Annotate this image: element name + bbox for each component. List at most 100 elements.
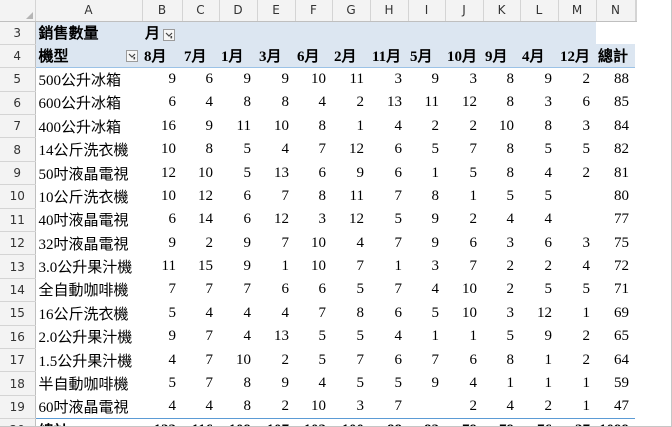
data-cell[interactable]: 8 xyxy=(243,375,252,392)
model-label[interactable]: 全自動咖啡機 xyxy=(38,283,129,300)
grand-total-cell[interactable]: 100 xyxy=(332,418,370,426)
column-header-b[interactable]: B xyxy=(142,0,183,22)
data-cell[interactable]: 8 xyxy=(506,71,515,88)
row-filter-dropdown-icon[interactable] xyxy=(126,49,138,62)
column-header-a[interactable]: A xyxy=(35,0,143,22)
data-cell[interactable]: 4 xyxy=(205,304,214,321)
data-cell[interactable]: 13 xyxy=(387,94,402,111)
data-cell[interactable]: 1 xyxy=(582,398,591,415)
row-header[interactable]: 12 xyxy=(0,231,36,256)
data-cell[interactable]: 5 xyxy=(506,187,515,204)
data-cell[interactable]: 6 xyxy=(469,351,478,368)
data-cell[interactable]: 5 xyxy=(318,351,327,368)
data-cell[interactable]: 4 xyxy=(544,211,553,228)
data-cell[interactable]: 5 xyxy=(544,281,553,298)
data-cell[interactable]: 9 xyxy=(243,234,252,251)
data-cell[interactable]: 4 xyxy=(394,117,403,134)
data-cell[interactable]: 6 xyxy=(582,94,591,111)
data-cell[interactable]: 6 xyxy=(168,211,177,228)
data-cell[interactable]: 8 xyxy=(243,94,252,111)
column-header-i[interactable]: I xyxy=(408,0,446,22)
data-cell[interactable]: 4 xyxy=(168,351,177,368)
data-cell[interactable]: 1 xyxy=(281,258,290,275)
data-cell[interactable]: 3 xyxy=(356,398,365,415)
column-filter-dropdown-icon[interactable] xyxy=(163,29,176,41)
data-cell[interactable]: 8 xyxy=(243,398,252,415)
data-cell[interactable]: 5 xyxy=(243,164,252,181)
data-cell[interactable]: 3 xyxy=(318,211,327,228)
grand-total-cell[interactable]: 103 xyxy=(295,418,332,426)
data-cell[interactable]: 7 xyxy=(168,281,177,298)
data-cell[interactable]: 2 xyxy=(431,117,440,134)
data-cell[interactable]: 11 xyxy=(424,94,439,111)
grand-total-cell[interactable]: 123 xyxy=(142,418,182,426)
data-cell[interactable]: 7 xyxy=(394,398,403,415)
row-total-cell[interactable]: 69 xyxy=(614,304,630,321)
data-cell[interactable]: 5 xyxy=(431,304,440,321)
data-cell[interactable]: 2 xyxy=(582,351,591,368)
data-cell[interactable]: 5 xyxy=(394,211,403,228)
data-cell[interactable]: 5 xyxy=(582,281,591,298)
data-cell[interactable]: 4 xyxy=(243,328,252,345)
data-cell[interactable]: 6 xyxy=(318,164,327,181)
column-header-e[interactable]: E xyxy=(257,0,296,22)
row-total-cell[interactable]: 65 xyxy=(614,328,630,345)
row-header[interactable]: 8 xyxy=(0,137,36,162)
grand-total-cell[interactable]: 107 xyxy=(257,418,295,426)
row-header[interactable]: 4 xyxy=(0,44,36,69)
row-header[interactable]: 11 xyxy=(0,208,36,233)
data-cell[interactable]: 3 xyxy=(394,71,403,88)
data-cell[interactable]: 10 xyxy=(311,258,326,275)
data-cell[interactable]: 9 xyxy=(356,164,365,181)
data-cell[interactable]: 1 xyxy=(544,375,553,392)
data-cell[interactable]: 11 xyxy=(161,258,176,275)
data-cell[interactable]: 7 xyxy=(205,375,214,392)
data-cell[interactable]: 2 xyxy=(469,117,478,134)
model-label[interactable]: 600公升冰箱 xyxy=(38,96,122,113)
data-cell[interactable]: 1 xyxy=(356,117,365,134)
data-cell[interactable]: 5 xyxy=(582,141,591,158)
row-header[interactable]: 9 xyxy=(0,161,36,186)
model-label[interactable]: 40吋液晶電視 xyxy=(38,213,129,230)
data-cell[interactable]: 3 xyxy=(582,234,591,251)
data-cell[interactable]: 12 xyxy=(274,211,289,228)
data-cell[interactable]: 8 xyxy=(506,164,515,181)
data-cell[interactable]: 1 xyxy=(469,328,478,345)
grand-total-cell[interactable]: 37 xyxy=(558,418,597,426)
column-header-d[interactable]: D xyxy=(219,0,258,22)
data-cell[interactable]: 2 xyxy=(544,258,553,275)
data-cell[interactable]: 12 xyxy=(462,94,478,111)
row-total-cell[interactable]: 80 xyxy=(614,187,630,204)
data-cell[interactable]: 4 xyxy=(281,304,290,321)
grand-total-label[interactable]: 總計 xyxy=(35,418,142,426)
data-cell[interactable]: 8 xyxy=(318,187,327,204)
data-cell[interactable]: 5 xyxy=(544,141,553,158)
row-header[interactable]: 14 xyxy=(0,278,36,303)
data-cell[interactable]: 1 xyxy=(544,351,553,368)
data-cell[interactable]: 9 xyxy=(168,234,177,251)
data-cell[interactable]: 6 xyxy=(168,94,177,111)
model-label[interactable]: 400公升冰箱 xyxy=(38,119,122,136)
data-cell[interactable]: 5 xyxy=(356,375,365,392)
row-total-cell[interactable]: 84 xyxy=(614,117,630,134)
data-cell[interactable] xyxy=(558,185,596,208)
data-cell[interactable]: 12 xyxy=(537,304,553,321)
data-cell[interactable]: 9 xyxy=(431,375,440,392)
select-all-corner[interactable] xyxy=(0,0,36,22)
data-cell[interactable]: 4 xyxy=(469,375,478,392)
data-cell[interactable]: 2 xyxy=(582,328,591,345)
row-header[interactable]: 10 xyxy=(0,184,36,209)
data-cell[interactable]: 3 xyxy=(582,117,591,134)
data-cell[interactable]: 4 xyxy=(205,94,214,111)
data-cell[interactable]: 10 xyxy=(311,398,326,415)
row-total-cell[interactable]: 82 xyxy=(614,141,630,158)
data-cell[interactable]: 5 xyxy=(469,164,478,181)
data-cell[interactable]: 9 xyxy=(243,258,252,275)
data-cell[interactable]: 10 xyxy=(311,234,326,251)
data-cell[interactable]: 10 xyxy=(462,281,478,298)
data-cell[interactable]: 12 xyxy=(198,187,213,204)
data-cell[interactable]: 1 xyxy=(469,187,478,204)
data-cell[interactable]: 10 xyxy=(198,164,213,181)
data-cell[interactable]: 12 xyxy=(349,141,364,158)
data-cell[interactable]: 8 xyxy=(356,304,365,321)
